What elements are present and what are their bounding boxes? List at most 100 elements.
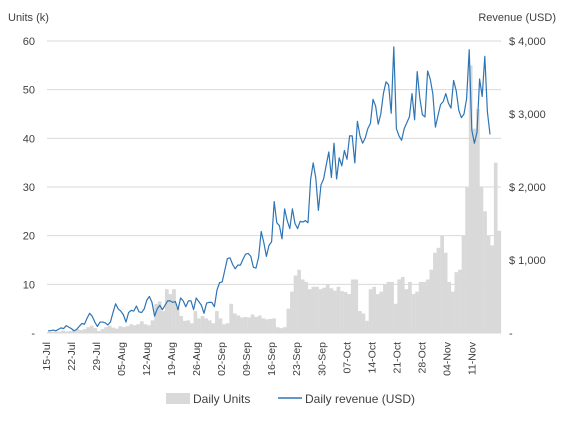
line-series-daily-revenue [48,46,491,332]
bar-daily-units [465,187,469,333]
bar-daily-units [429,269,434,333]
bar-daily-units [125,326,130,333]
x-tick-label: 14-Oct [366,342,378,374]
legend-label-daily-revenue: Daily revenue (USD) [305,392,415,406]
bar-daily-units [375,294,380,333]
bar-daily-units [211,323,216,333]
bar-daily-units [61,330,66,333]
bar-daily-units [182,320,187,333]
bar-daily-units [215,311,219,333]
x-tick-label: 12-Aug [141,342,153,376]
x-tick-label: 02-Sep [216,342,228,376]
bar-daily-units [490,245,494,333]
bar-daily-units [322,287,326,333]
bar-daily-units [386,281,391,333]
bar-daily-units [97,331,101,333]
bar-daily-units [64,331,69,333]
bar-daily-units [143,324,148,333]
bar-daily-units [175,307,180,333]
bar-daily-units [461,235,466,333]
bar-daily-units [347,294,351,333]
left-tick-label: 40 [23,133,35,145]
bar-daily-units [318,289,323,333]
bar-daily-units [450,291,455,333]
bar-daily-units [222,324,226,333]
bar-daily-units [172,289,176,333]
bar-daily-units [236,315,241,333]
right-tick-label: - [509,328,513,340]
left-tick-label: - [31,328,35,340]
bar-daily-units [304,281,309,333]
bar-daily-units [415,291,419,333]
bar-daily-units [307,289,312,333]
bar-daily-units [197,318,201,333]
x-tick-label: 23-Sep [291,342,303,376]
left-y-axis: - 10 20 30 40 50 60 [23,36,36,340]
bar-daily-units [57,331,62,333]
bar-daily-units [475,109,480,333]
bar-daily-units [343,292,348,333]
bar-daily-units [440,235,444,333]
bar-daily-units [50,332,55,333]
bar-daily-units [204,318,209,333]
bar-daily-units [393,303,398,333]
bar-daily-units [443,252,448,333]
x-tick-label: 30-Sep [316,342,328,376]
bar-daily-units [315,286,319,333]
left-tick-label: 30 [23,182,35,194]
right-tick-label: $ 2,000 [509,182,546,194]
x-tick-label: 19-Aug [166,342,178,376]
bar-daily-units [75,329,80,333]
bar-daily-units [207,320,212,333]
bar-daily-units [79,330,83,333]
grid [47,40,501,334]
bar-daily-units [300,279,305,333]
bar-daily-units [311,286,316,333]
bar-daily-units [179,315,183,333]
left-tick-label: 50 [23,85,35,97]
bar-daily-units [282,327,287,333]
x-tick-label: 29-Jul [91,342,103,371]
bar-daily-units [243,316,248,333]
line-daily-revenue [48,46,491,332]
bar-daily-units [232,313,237,333]
bar-daily-units [354,279,359,333]
bar-daily-units [93,328,98,333]
bar-daily-units [268,318,273,333]
bar-daily-units [361,313,366,333]
bar-daily-units [368,289,373,333]
bar-daily-units [150,320,155,333]
bar-daily-units [132,325,137,333]
bar-daily-units [240,317,244,333]
bar-daily-units [447,281,452,333]
x-tick-label: 22-Jul [66,342,78,371]
bar-daily-units [193,311,198,333]
x-tick-label: 04-Nov [441,341,453,376]
bar-daily-units [486,235,491,333]
bar-daily-units [89,325,94,333]
bar-daily-units [272,318,276,333]
bar-daily-units [139,321,144,333]
bar-daily-units [411,294,416,333]
bar-daily-units [247,317,251,333]
bar-daily-units [200,315,205,333]
bar-daily-units [54,331,58,333]
bar-daily-units [433,252,437,333]
bar-daily-units [418,281,423,333]
bar-daily-units [68,331,73,333]
right-y-axis: - $ 1,000 $ 2,000 $ 3,000 $ 4,000 [509,36,546,340]
bar-daily-units [425,279,430,333]
bar-daily-units [161,311,166,333]
x-tick-label: 11-Nov [466,341,478,375]
bar-daily-units [436,247,441,333]
x-axis: 15-Jul 22-Jul 29-Jul 05-Aug 12-Aug 19-Aug 26-A… [41,341,478,376]
bar-daily-units [279,328,284,333]
bar-daily-units [404,289,409,333]
bar-daily-units [257,315,262,333]
bar-daily-units [350,279,355,333]
x-tick-label: 05-Aug [116,342,128,376]
bar-daily-units [111,327,116,333]
bar-daily-units [286,308,291,333]
legend-swatch-daily-units [166,393,190,404]
